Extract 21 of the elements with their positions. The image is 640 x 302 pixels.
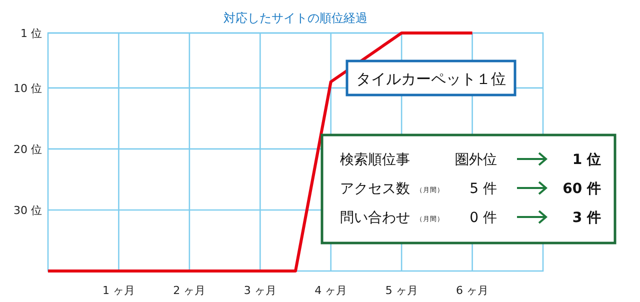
annotation: タイルカーペット１位 [356, 70, 506, 88]
text: 1 位 [572, 152, 601, 168]
chart-title: 対応したサイトの順位経過 [224, 11, 368, 25]
text: 3 件 [572, 210, 601, 226]
x-tick-label: 4 ヶ月 [314, 284, 348, 297]
x-tick-label: 5 ヶ月 [385, 284, 418, 297]
y-tick-label: 30 位 [14, 204, 42, 217]
x-tick-label: 3 ヶ月 [244, 284, 276, 297]
annotation: 0 件 [470, 210, 497, 226]
y-tick-label: 20 位 [14, 142, 42, 156]
x-tick-label: 1 ヶ月 [102, 284, 135, 297]
y-tick-label: 10 位 [14, 82, 42, 95]
annotation: アクセス数 [340, 181, 410, 197]
y-tick-label: 1 位 [20, 27, 42, 40]
text: 60 件 [562, 181, 601, 197]
annotation: 問い合わせ [340, 210, 410, 226]
annotation: 5 件 [470, 181, 497, 197]
x-tick-label: 6 ヶ月 [456, 284, 489, 297]
annotation: 検索順位事 [340, 152, 410, 168]
x-tick-label: 2 ヶ月 [173, 284, 206, 297]
annotation: 圏外位 [455, 152, 497, 168]
